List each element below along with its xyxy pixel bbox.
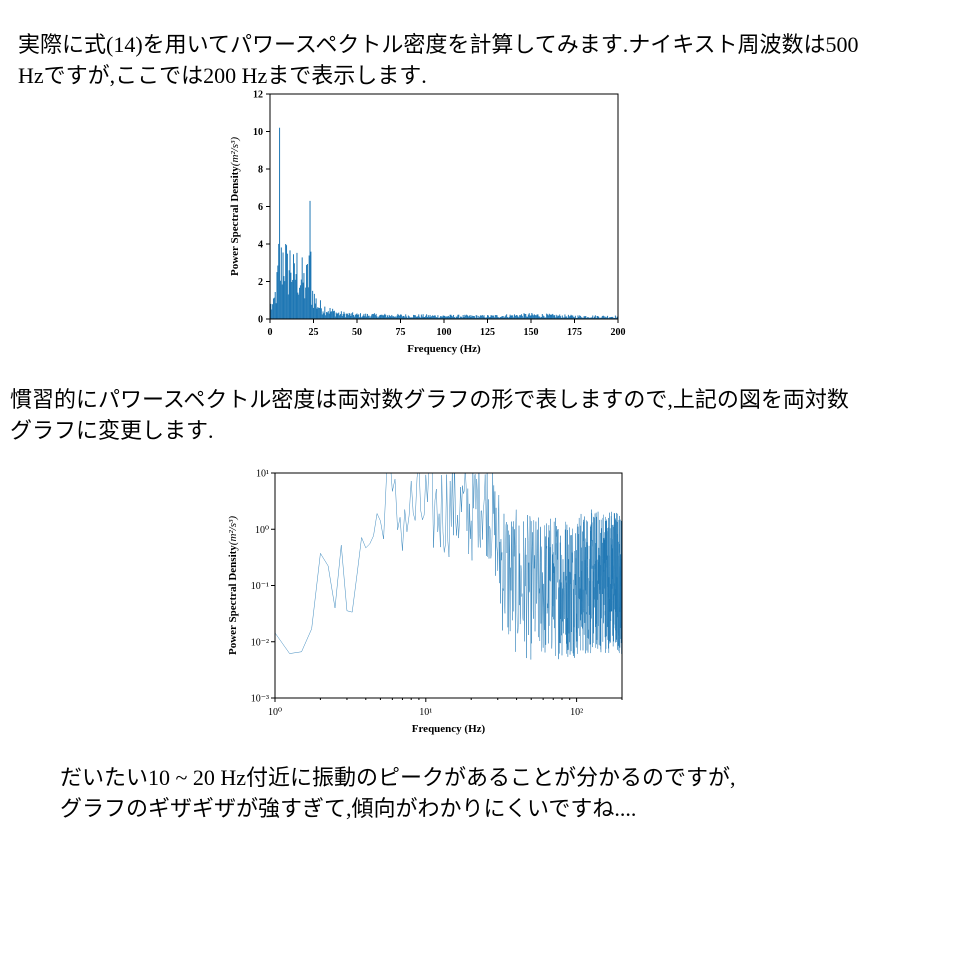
paragraph-intro: 実際に式(14)を用いてパワースペクトル密度を計算してみます.ナイキスト周波数は… xyxy=(18,29,948,91)
paragraph-comment: だいたい10 ~ 20 Hz付近に振動のピークがあることが分かるのですが, グラ… xyxy=(60,762,940,824)
y-axis-label-text: Power Spectral Density xyxy=(227,545,239,655)
plot-area xyxy=(275,473,622,660)
x-axis-label: Frequency (Hz) xyxy=(407,343,481,355)
y-tick-label: 4 xyxy=(258,240,263,251)
y-tick-label: 10⁻³ xyxy=(251,694,269,705)
paragraph-intro-line1: 実際に式(14)を用いてパワースペクトル密度を計算してみます.ナイキスト周波数は… xyxy=(18,32,859,57)
loglog-psd-chart: 10⁰ 10¹ 10² 10⁻³ 10⁻² 10⁻¹ 10⁰ 10¹ Frequency (Hz… xyxy=(222,465,632,740)
x-tick-label: 10¹ xyxy=(419,707,432,718)
y-tick-label: 10⁻¹ xyxy=(251,581,269,592)
paragraph-comment-line2: グラフのギザギザが強すぎて,傾向がわかりにくいですね.... xyxy=(60,796,637,821)
y-tick-label: 10⁻² xyxy=(251,637,269,648)
y-tick-label: 10 xyxy=(253,127,263,138)
y-axis-label-unit: (m²/s³) xyxy=(229,137,241,167)
y-axis-label-unit: (m²/s³) xyxy=(227,516,239,546)
paragraph-comment-line1: だいたい10 ~ 20 Hz付近に振動のピークがあることが分かるのですが, xyxy=(60,765,736,790)
x-tick-label: 150 xyxy=(524,327,539,338)
psd-series xyxy=(270,127,619,319)
y-axis-label-text: Power Spectral Density xyxy=(229,166,241,276)
x-tick-label: 0 xyxy=(268,327,273,338)
x-tick-label: 200 xyxy=(611,327,626,338)
y-tick-label: 8 xyxy=(258,165,263,176)
paragraph-loglog-line1: 慣習的にパワースペクトル密度は両対数グラフの形で表しますので,上記の図を両対数 xyxy=(10,387,849,412)
plot-area xyxy=(270,127,619,319)
x-tick-label: 25 xyxy=(309,327,319,338)
x-tick-label: 75 xyxy=(396,327,406,338)
x-tick-label: 50 xyxy=(352,327,362,338)
y-tick-label: 12 xyxy=(253,90,263,101)
loglog-psd-svg: 10⁰ 10¹ 10² 10⁻³ 10⁻² 10⁻¹ 10⁰ 10¹ Frequency (Hz… xyxy=(227,469,623,735)
y-tick-label: 10¹ xyxy=(256,469,269,480)
y-axis-label: Power Spectral Density(m²/s³) xyxy=(227,516,239,655)
x-tick-label: 10² xyxy=(570,707,583,718)
y-tick-label: 2 xyxy=(258,277,263,288)
y-axis-label: Power Spectral Density(m²/s³) xyxy=(229,137,241,276)
x-tick-label: 10⁰ xyxy=(268,707,282,718)
paragraph-intro-line2: Hzですが,ここでは200 Hzまで表示します. xyxy=(18,63,427,88)
x-tick-label: 175 xyxy=(567,327,582,338)
psd-series-line xyxy=(275,473,622,660)
plot-frame xyxy=(269,93,619,320)
linear-psd-svg: 0 25 50 75 100 125 150 175 200 0 2 4 6 8 10 12 Frequency… xyxy=(229,90,626,356)
paragraph-loglog: 慣習的にパワースペクトル密度は両対数グラフの形で表しますので,上記の図を両対数 … xyxy=(10,384,940,446)
linear-psd-chart: 0 25 50 75 100 125 150 175 200 0 2 4 6 8 10 12 Frequency… xyxy=(222,88,632,358)
paragraph-loglog-line2: グラフに変更します. xyxy=(10,418,214,443)
x-tick-label: 100 xyxy=(437,327,452,338)
y-tick-label: 10⁰ xyxy=(255,525,269,536)
y-tick-label: 0 xyxy=(258,315,263,326)
x-axis-label: Frequency (Hz) xyxy=(412,723,486,735)
x-tick-label: 125 xyxy=(480,327,495,338)
y-tick-label: 6 xyxy=(258,202,263,213)
